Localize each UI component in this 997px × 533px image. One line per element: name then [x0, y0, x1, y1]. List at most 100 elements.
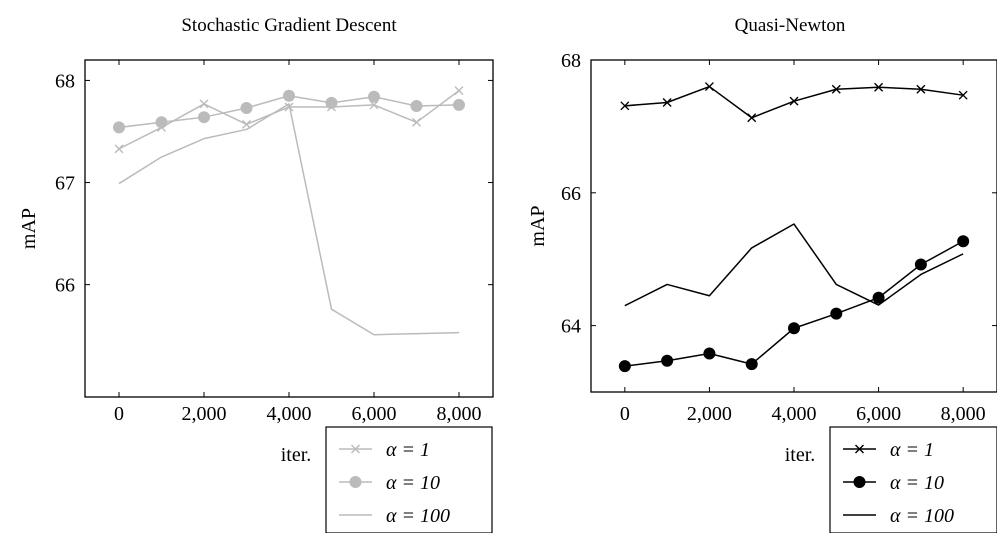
data-point	[874, 82, 884, 92]
x-marker-stroke	[855, 444, 864, 454]
x-marker-stroke	[199, 99, 209, 109]
x-marker-stroke	[454, 86, 464, 96]
data-point	[745, 358, 758, 371]
data-point	[914, 258, 927, 271]
chart-panel-2: Quasi-Newton 0 2,000 4,000 6,000 8,000 64 66 68 m…	[527, 15, 997, 533]
data-point	[620, 101, 630, 111]
legend-item: α = 10	[339, 472, 440, 494]
legend-marker	[855, 444, 864, 454]
legend-item: α = 10	[843, 472, 944, 494]
legend-marker	[853, 476, 866, 488]
series-2	[618, 235, 970, 373]
y-tick-label: 68	[561, 50, 581, 72]
x-tick-label: 2,000	[687, 403, 732, 425]
data-point	[789, 96, 799, 106]
data-point	[368, 90, 380, 103]
chart-title: Quasi-Newton	[735, 15, 846, 36]
data-point	[747, 113, 757, 123]
data-point	[240, 101, 253, 114]
x-tick-label: 2,000	[182, 403, 227, 425]
x-tick-label: 0	[620, 403, 630, 425]
data-point	[916, 84, 926, 94]
legend-label: α = 10	[890, 472, 944, 494]
x-marker-stroke	[351, 444, 360, 454]
legend-label: α = 1	[386, 439, 430, 461]
x-marker-stroke	[747, 113, 757, 123]
data-point	[618, 360, 631, 373]
legend-item: α = 100	[843, 505, 954, 527]
y-tick-label: 67	[55, 173, 75, 195]
y-axis-label: mAP	[527, 205, 549, 246]
data-point	[325, 96, 338, 109]
x-marker-stroke	[662, 98, 672, 107]
x-marker-stroke	[620, 101, 630, 111]
plot-frame	[590, 59, 997, 393]
series-1	[620, 82, 968, 123]
data-point	[114, 144, 124, 154]
data-point	[412, 117, 421, 127]
series-2	[113, 89, 465, 134]
legend-label: α = 100	[890, 505, 954, 527]
legend-item: α = 1	[843, 439, 934, 461]
x-tick-label: 4,000	[267, 403, 312, 425]
data-point	[113, 121, 125, 134]
y-tick-label: 68	[55, 70, 75, 92]
data-point	[704, 82, 714, 92]
x-marker-stroke	[958, 90, 968, 100]
data-point	[198, 111, 210, 124]
data-point	[661, 354, 674, 367]
x-marker-stroke	[916, 84, 926, 94]
data-point	[454, 86, 464, 96]
series-line	[624, 223, 964, 307]
y-tick-label: 64	[561, 316, 581, 338]
legend-label: α = 1	[890, 439, 934, 461]
x-marker-stroke	[874, 82, 884, 92]
y-tick-label: 66	[561, 183, 581, 205]
x-tick-label: 4,000	[772, 403, 817, 425]
data-point	[199, 99, 209, 109]
x-tick-label: 8,000	[941, 403, 986, 425]
series-3	[118, 103, 460, 336]
series-3	[624, 223, 964, 307]
legend-label: α = 100	[386, 505, 450, 527]
chart-title: Stochastic Gradient Descent	[181, 15, 397, 36]
x-marker-stroke	[369, 100, 379, 110]
series-line	[624, 240, 964, 367]
chart-panel-1: Stochastic Gradient Descent 0 2,000 4,000 6,…	[18, 15, 494, 533]
x-axis-label: iter.	[785, 444, 816, 466]
series-line	[624, 85, 964, 119]
x-tick-label: 8,000	[437, 403, 482, 425]
x-marker-stroke	[412, 117, 421, 127]
data-point	[283, 89, 295, 102]
x-tick-label: 0	[114, 403, 124, 425]
data-point	[831, 84, 841, 94]
data-point	[703, 347, 716, 360]
data-point	[662, 98, 672, 107]
x-axis-label: iter.	[281, 444, 312, 466]
legend: α = 1 α = 10 α = 100	[829, 426, 997, 533]
x-tick-label: 6,000	[352, 403, 397, 425]
legend-marker	[349, 476, 362, 488]
x-marker-stroke	[242, 119, 251, 129]
y-tick-label: 66	[55, 275, 75, 297]
x-marker-stroke	[789, 96, 799, 106]
legend-item: α = 100	[339, 505, 450, 527]
data-point	[958, 90, 968, 100]
data-point	[155, 116, 168, 129]
x-marker-stroke	[114, 144, 124, 154]
x-tick-label: 6,000	[856, 403, 901, 425]
legend-item: α = 1	[339, 439, 430, 461]
data-point	[872, 291, 885, 304]
data-point	[369, 100, 379, 110]
x-marker-stroke	[831, 84, 841, 94]
data-point	[957, 235, 970, 248]
data-point	[830, 307, 843, 320]
legend-marker	[351, 444, 360, 454]
x-marker-stroke	[704, 82, 714, 92]
y-axis-label: mAP	[18, 208, 40, 249]
legend-label: α = 10	[386, 472, 440, 494]
series-line	[118, 103, 460, 336]
data-point	[410, 99, 423, 112]
data-point	[788, 322, 800, 335]
